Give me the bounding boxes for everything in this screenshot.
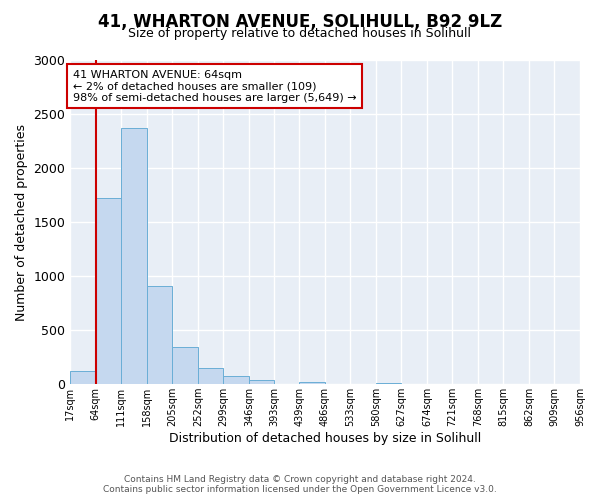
Text: Size of property relative to detached houses in Solihull: Size of property relative to detached ho…	[128, 28, 472, 40]
Bar	[223, 376, 249, 384]
Bar	[172, 348, 198, 384]
Bar	[249, 380, 274, 384]
Bar	[198, 368, 223, 384]
Bar	[299, 382, 325, 384]
Bar	[376, 382, 401, 384]
Text: 41, WHARTON AVENUE, SOLIHULL, B92 9LZ: 41, WHARTON AVENUE, SOLIHULL, B92 9LZ	[98, 12, 502, 30]
Bar	[70, 370, 96, 384]
Y-axis label: Number of detached properties: Number of detached properties	[15, 124, 28, 320]
X-axis label: Distribution of detached houses by size in Solihull: Distribution of detached houses by size …	[169, 432, 481, 445]
Bar	[121, 128, 147, 384]
Text: 41 WHARTON AVENUE: 64sqm
← 2% of detached houses are smaller (109)
98% of semi-d: 41 WHARTON AVENUE: 64sqm ← 2% of detache…	[73, 70, 356, 103]
Bar	[147, 286, 172, 384]
Text: Contains HM Land Registry data © Crown copyright and database right 2024.
Contai: Contains HM Land Registry data © Crown c…	[103, 474, 497, 494]
Bar	[96, 198, 121, 384]
